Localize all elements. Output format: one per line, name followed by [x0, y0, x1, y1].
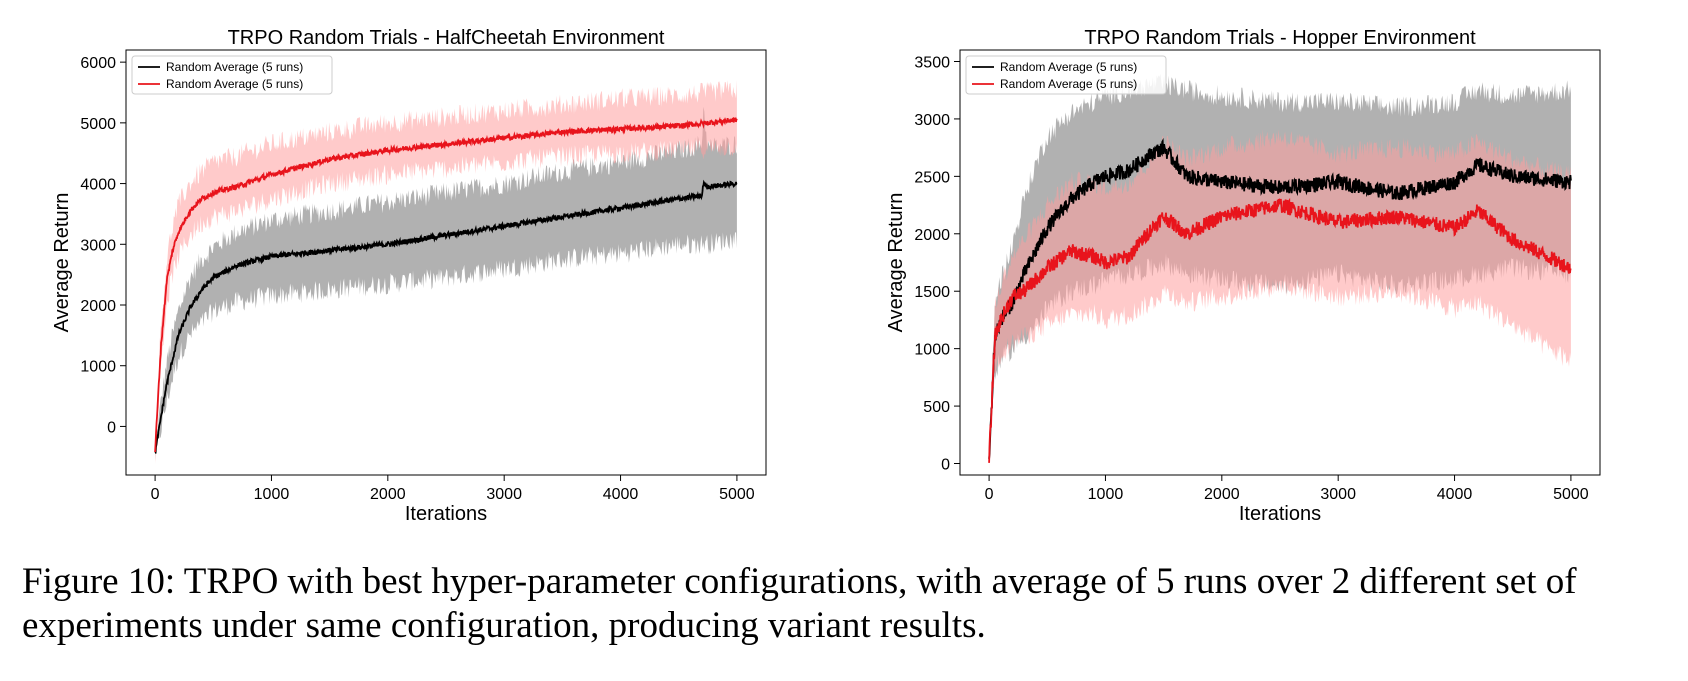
x-tick-label: 2000: [1204, 486, 1240, 503]
x-tick-label: 1000: [254, 486, 290, 503]
band-black-1: [155, 106, 737, 461]
series-line-black-2: [988, 137, 1572, 459]
series-line-black-1: [154, 179, 738, 454]
y-axis-label: Average Return: [885, 193, 907, 333]
x-tick-label: 4000: [1437, 486, 1473, 503]
y-tick-label: 2000: [80, 298, 116, 315]
series-line-red-2: [988, 197, 1572, 463]
legend-entry-black: Random Average (5 runs): [1000, 60, 1137, 74]
x-tick-label: 1000: [1088, 486, 1124, 503]
x-tick-label: 4000: [603, 486, 639, 503]
legend: Random Average (5 runs) Random Average (5…: [131, 55, 333, 95]
legend-box: [965, 55, 1167, 95]
y-tick-label: 2500: [914, 169, 950, 186]
x-tick-label: 3000: [486, 486, 522, 503]
y-tick-label: 4000: [80, 177, 116, 194]
x-tick-label: 3000: [1320, 486, 1356, 503]
y-tick-label: 1000: [80, 359, 116, 376]
y-tick-label: 2000: [914, 227, 950, 244]
legend: Random Average (5 runs) Random Average (5…: [965, 55, 1167, 95]
x-tick-label: 5000: [1553, 486, 1589, 503]
y-tick-label: 0: [941, 457, 950, 474]
band-red-1: [155, 80, 737, 464]
y-tick-label: 6000: [80, 55, 116, 72]
figure-caption: Figure 10: TRPO with best hyper-paramete…: [22, 561, 1577, 646]
y-tick-label: 3000: [80, 237, 116, 254]
series-line-red-1: [154, 116, 738, 453]
legend-entry-red: Random Average (5 runs): [166, 77, 303, 91]
x-axis-label: Iterations: [1239, 503, 1321, 525]
legend-entry-black: Random Average (5 runs): [166, 60, 303, 74]
x-tick-label: 0: [985, 486, 994, 503]
legend-entry-red: Random Average (5 runs): [1000, 77, 1137, 91]
chart-title: TRPO Random Trials - HalfCheetah Environ…: [228, 27, 665, 49]
y-tick-label: 1000: [914, 342, 950, 359]
y-tick-label: 5000: [80, 116, 116, 133]
charts-figure: 0 1000 2000 3000 4000 50000100020003000400050…: [51, 27, 1601, 525]
y-axis-label: Average Return: [51, 193, 73, 333]
plot-frame: [125, 49, 767, 476]
y-tick-label: 3500: [914, 54, 950, 71]
x-tick-label: 5000: [719, 486, 755, 503]
y-tick-label: 3000: [914, 112, 950, 129]
x-tick-label: 0: [151, 486, 160, 503]
chart-title: TRPO Random Trials - Hopper Environment: [1084, 27, 1476, 49]
legend-box: [131, 55, 333, 95]
y-tick-label: 1500: [914, 284, 950, 301]
y-tick-label: 500: [923, 399, 950, 416]
plot-frame: [959, 49, 1601, 476]
y-tick-label: 0: [107, 419, 116, 436]
x-axis-label: Iterations: [405, 503, 487, 525]
chart-1: 0 1000 2000 3000 4000 5000 0 1000 2000 3000 4000 50…: [51, 27, 767, 525]
band-red-2: [989, 129, 1571, 469]
chart-2: 0 1000 2000 3000 4000 5000 0 500 1000 1500 2000 250…: [885, 27, 1601, 525]
x-tick-label: 2000: [370, 486, 406, 503]
